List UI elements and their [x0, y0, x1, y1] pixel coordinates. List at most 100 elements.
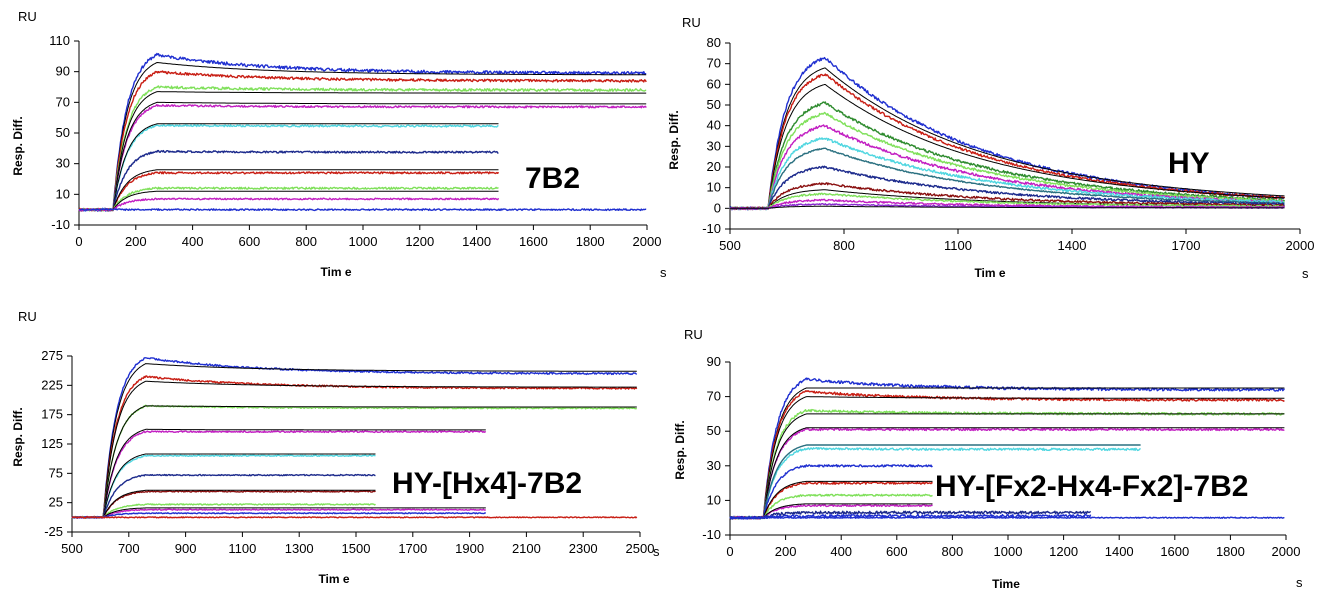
series-trace [71, 490, 376, 519]
series-trace [72, 489, 376, 518]
x-tick-label: 1900 [455, 541, 484, 556]
y-axis-title: Resp. Diff. [673, 420, 687, 479]
y-tick-label: 70 [707, 389, 721, 404]
series-trace [71, 357, 638, 519]
x-tick-label: 800 [942, 544, 964, 559]
series-trace [71, 430, 487, 519]
series-trace [730, 205, 1285, 209]
series-trace [71, 454, 376, 519]
y-tick-label: 110 [49, 33, 70, 48]
x-tick-label: 200 [125, 234, 147, 249]
x-tick-label: 1000 [994, 544, 1023, 559]
series-trace [730, 413, 1285, 519]
x-tick-label: 1000 [349, 234, 378, 249]
series-trace [79, 190, 499, 211]
y-tick-label: 75 [49, 465, 63, 480]
y-tick-label: 125 [41, 436, 63, 451]
panel-hy-fx2-hx4-fx2-7b2: -10 10 30 50 70 90 0 200 400 600 800 1000 1200 1400 16… [673, 327, 1303, 591]
y-tick-label: 0 [714, 200, 721, 215]
y-tick-label: 10 [56, 186, 70, 201]
x-tick-label: 700 [118, 541, 140, 556]
series-trace [79, 169, 499, 211]
x-tick-label: 1400 [1105, 544, 1134, 559]
y-tick-label: 10 [707, 180, 721, 195]
x-tick-label: 0 [75, 234, 82, 249]
x-tick-label: 0 [726, 544, 733, 559]
y-tick-label: 70 [56, 94, 70, 109]
series-trace [78, 103, 647, 212]
series-trace [729, 516, 1285, 519]
x-tick-label: 800 [833, 238, 855, 253]
series-trace [71, 508, 486, 519]
y-tick-label: 50 [56, 125, 70, 140]
y-tick-label: -10 [702, 527, 721, 542]
series-trace [729, 510, 1092, 520]
x-tick-label: 2000 [1272, 544, 1301, 559]
series-trace [78, 123, 499, 212]
y-tick-label: 30 [56, 156, 70, 171]
x-tick-label: 2300 [569, 541, 598, 556]
x-axis-title: Tim e [320, 265, 351, 279]
series-trace [72, 363, 637, 518]
y-tick-label: 90 [707, 354, 721, 369]
series-trace [729, 147, 1285, 210]
panel-title: HY-[Fx2-Hx4-Fx2]-7B2 [935, 470, 1248, 503]
series-trace [729, 182, 1285, 211]
y-tick-label: 30 [707, 458, 721, 473]
series-trace [730, 444, 1141, 519]
series-trace [79, 62, 647, 211]
panel-title: HY [1168, 147, 1210, 180]
series-trace [730, 427, 1285, 520]
x-tick-label: 1800 [576, 234, 605, 249]
x-tick-label: 1500 [342, 541, 371, 556]
x-tick-label: 2500 [626, 541, 655, 556]
series-trace [79, 91, 647, 211]
series-trace [729, 464, 933, 520]
series-trace [730, 387, 1285, 519]
y-tick-label: 25 [49, 495, 63, 510]
series-trace [78, 70, 647, 212]
series-trace [730, 427, 1285, 519]
series-trace [729, 101, 1286, 211]
x-tick-label: 1700 [398, 541, 427, 556]
series-trace [72, 404, 637, 519]
y-unit-label: RU [18, 9, 37, 24]
series-trace [78, 197, 500, 212]
series-trace [72, 380, 637, 518]
x-tick-label: 600 [886, 544, 908, 559]
x-tick-label: 1200 [405, 234, 434, 249]
series-trace [729, 192, 1285, 210]
y-tick-label: 70 [707, 56, 721, 71]
panel-title: 7B2 [525, 162, 580, 195]
panel-hy-hx4-7b2: -25 25 75 125 175 225 275 500 700 900 1100 1300 1500… [11, 309, 660, 586]
series-trace [72, 453, 376, 518]
y-tick-label: -10 [702, 221, 721, 236]
y-unit-label: RU [682, 15, 701, 30]
series-trace [78, 52, 647, 212]
x-tick-label: 500 [61, 541, 83, 556]
y-unit-label: RU [18, 309, 37, 324]
series-trace [78, 208, 647, 212]
series-trace [72, 507, 486, 518]
series-trace [79, 101, 647, 211]
series-trace [730, 67, 1285, 209]
y-tick-label: 60 [707, 76, 721, 91]
x-unit-label: s [1296, 575, 1303, 590]
panel-7b2: -10 10 30 50 70 90 110 0 200 400 600 800 1000 1200 140… [11, 9, 667, 280]
x-tick-label: 1400 [1058, 238, 1087, 253]
series-trace [78, 186, 499, 212]
y-axis-title: Resp. Diff. [11, 407, 25, 466]
series-trace [71, 503, 376, 519]
y-tick-label: -10 [51, 217, 70, 232]
x-tick-label: 400 [182, 234, 204, 249]
series-trace [72, 428, 486, 518]
x-unit-label: s [660, 265, 667, 280]
x-tick-label: 1800 [1216, 544, 1245, 559]
x-unit-label: s [653, 544, 660, 559]
x-axis-title: Tim e [974, 266, 1005, 280]
x-tick-label: 1100 [228, 541, 256, 556]
y-tick-label: 50 [707, 97, 721, 112]
series-trace [730, 396, 1285, 519]
y-axis-title: Resp. Diff. [11, 116, 25, 175]
